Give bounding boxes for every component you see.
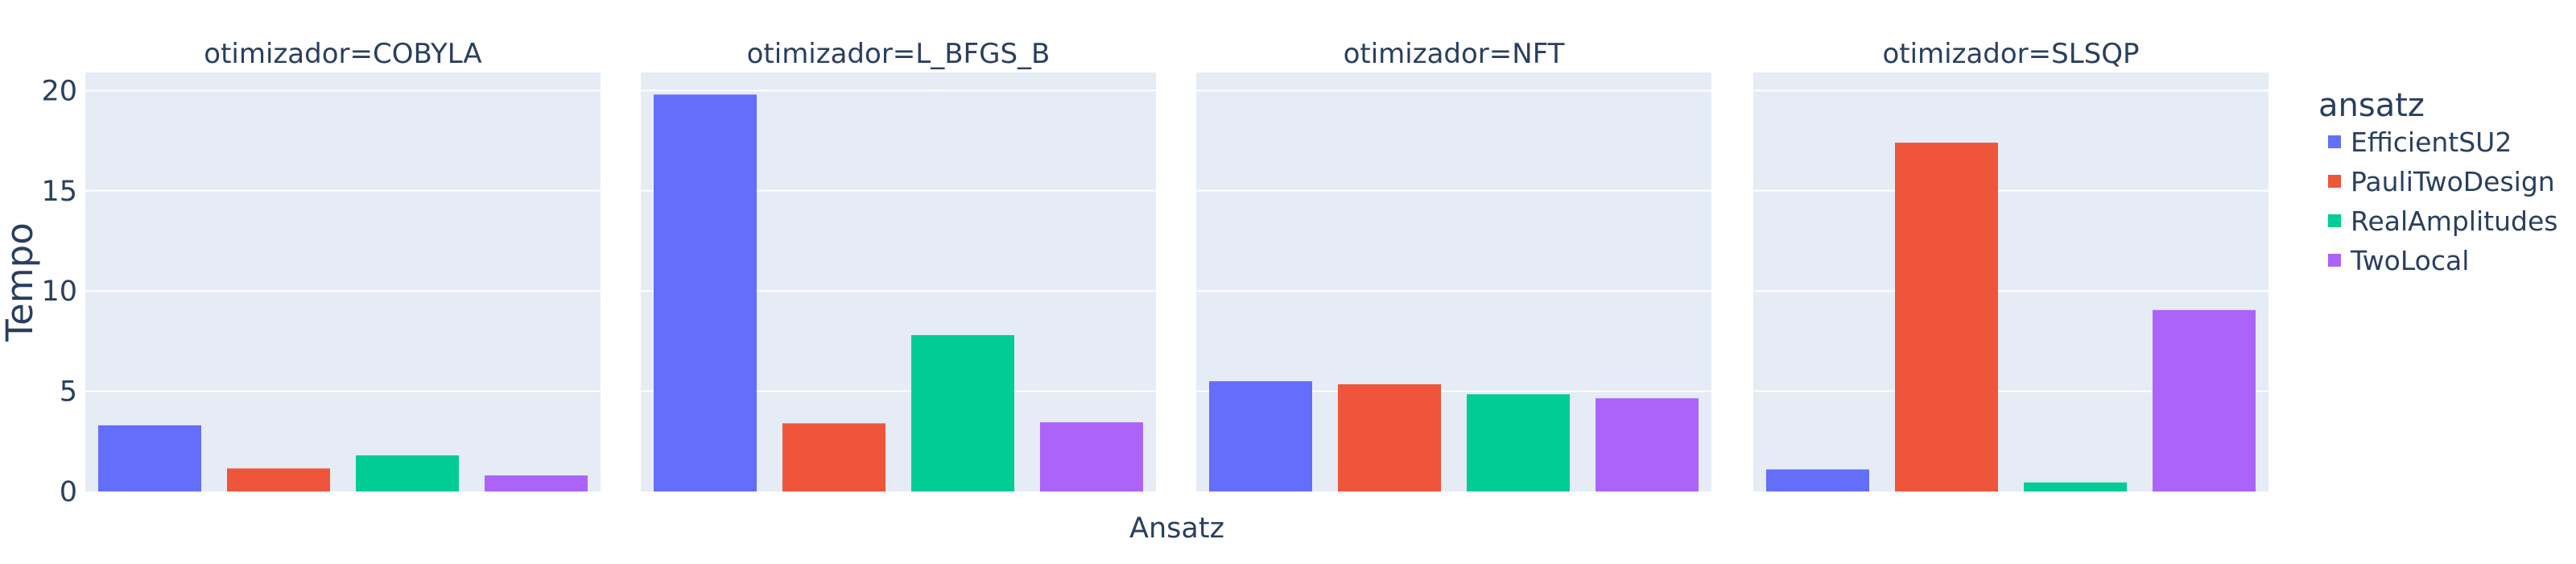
y-axis-title: Tempo — [0, 222, 41, 342]
bar-efficientsu2-slsqp[interactable] — [1766, 469, 1869, 491]
y-tick-label: 5 — [60, 376, 77, 408]
y-tick-label: 20 — [41, 75, 77, 107]
bar-realamplitudes-nft[interactable] — [1467, 394, 1570, 491]
bar-paulitwodesign-l_bfgs_b[interactable] — [782, 423, 886, 491]
y-tick-label: 10 — [41, 276, 77, 308]
bar-efficientsu2-nft[interactable] — [1209, 381, 1312, 491]
bar-twolocal-cobyla[interactable] — [485, 475, 588, 491]
bar-paulitwodesign-slsqp[interactable] — [1895, 143, 1998, 491]
facet-l_bfgs_b: otimizador=L_BFGS_B — [641, 38, 1156, 492]
facet-cobyla: otimizador=COBYLA — [85, 38, 601, 491]
facet-title: otimizador=L_BFGS_B — [747, 38, 1051, 70]
bar-paulitwodesign-cobyla[interactable] — [227, 468, 330, 491]
y-tick-label: 15 — [41, 176, 77, 208]
legend-title: ansatz — [2318, 87, 2425, 124]
bar-twolocal-l_bfgs_b[interactable] — [1040, 422, 1143, 491]
facet-title: otimizador=COBYLA — [204, 38, 481, 70]
bar-twolocal-slsqp[interactable] — [2153, 309, 2256, 491]
legend-item-efficientsu2[interactable]: EfficientSU2 — [2328, 126, 2512, 158]
facet-nft: otimizador=NFT — [1196, 38, 1711, 491]
bar-paulitwodesign-nft[interactable] — [1338, 384, 1441, 491]
legend-swatch — [2328, 135, 2341, 148]
bar-efficientsu2-cobyla[interactable] — [98, 425, 201, 491]
legend-label: PauliTwoDesign — [2351, 166, 2555, 197]
legend-label: EfficientSU2 — [2351, 126, 2512, 158]
facet-slsqp: otimizador=SLSQP — [1753, 38, 2268, 491]
legend-item-twolocal[interactable]: TwoLocal — [2328, 245, 2469, 276]
legend: ansatz EfficientSU2 PauliTwoDesign RealAmp… — [2318, 87, 2557, 276]
x-axis-title: Ansatz — [1129, 512, 1224, 545]
legend-swatch — [2328, 175, 2341, 188]
facet-title: otimizador=NFT — [1344, 38, 1565, 70]
facet-title: otimizador=SLSQP — [1882, 38, 2139, 70]
facet-panels: otimizador=COBYLA otimizador=L_BFGS_B otim… — [85, 38, 2268, 492]
plot-background — [85, 73, 601, 491]
legend-label: RealAmplitudes — [2351, 205, 2557, 237]
legend-swatch — [2328, 214, 2341, 227]
bar-realamplitudes-l_bfgs_b[interactable] — [911, 334, 1014, 491]
bar-efficientsu2-l_bfgs_b[interactable] — [654, 94, 757, 492]
bar-realamplitudes-cobyla[interactable] — [356, 455, 459, 491]
legend-item-realamplitudes[interactable]: RealAmplitudes — [2328, 205, 2557, 237]
y-axis: 0 5 10 15 20 — [41, 75, 77, 508]
y-tick-label: 0 — [60, 476, 77, 508]
bar-realamplitudes-slsqp[interactable] — [2024, 482, 2127, 491]
legend-label: TwoLocal — [2350, 245, 2469, 276]
legend-item-paulitwodesign[interactable]: PauliTwoDesign — [2328, 166, 2555, 197]
bar-twolocal-nft[interactable] — [1596, 398, 1699, 491]
legend-swatch — [2328, 254, 2341, 267]
